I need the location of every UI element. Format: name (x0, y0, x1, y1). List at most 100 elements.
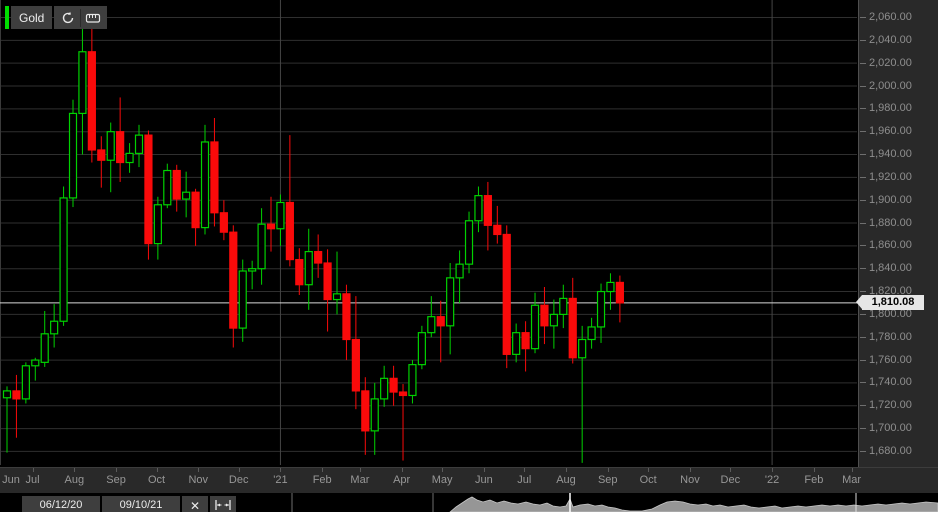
candle (370, 382, 379, 455)
candle (332, 251, 342, 315)
price-axis[interactable]: 2,060.00 2,040.00 2,020.00 2,000.00 1,980.00… (858, 0, 938, 467)
candle (549, 299, 558, 349)
range-end-input[interactable]: 09/10/21 (102, 496, 180, 512)
candle (248, 260, 257, 290)
candle (615, 275, 624, 323)
navigator-strip[interactable] (0, 493, 938, 512)
candle (87, 11, 96, 163)
navigator-area[interactable] (449, 496, 938, 512)
price-label: 1,880.00 (860, 216, 912, 229)
month-label: Aug (556, 474, 576, 486)
price-label: 1,960.00 (860, 125, 912, 138)
candle (276, 194, 285, 246)
price-label: 1,860.00 (860, 239, 912, 252)
candle (512, 323, 521, 363)
symbol-toolbar: Gold (5, 6, 108, 29)
month-label: May (431, 474, 453, 486)
candle (559, 284, 568, 329)
candle (606, 273, 615, 310)
candle (163, 163, 172, 209)
month-label: Apr (393, 474, 411, 486)
month-tick (32, 468, 34, 472)
close-range-button[interactable]: ✕ (182, 496, 208, 512)
candle (540, 286, 549, 345)
candle (172, 164, 181, 212)
candle (427, 296, 436, 338)
candles-layer (2, 11, 624, 463)
price-label: 1,760.00 (860, 353, 912, 366)
candle (134, 124, 144, 168)
month-tick (74, 468, 76, 472)
price-label: 2,000.00 (860, 79, 912, 92)
month-label: Jul (517, 474, 532, 486)
month-tick (689, 468, 691, 472)
toolbar-separator (80, 8, 82, 27)
candle (304, 228, 313, 310)
month-label: Sep (597, 474, 618, 486)
candle (200, 124, 210, 235)
candle (464, 211, 474, 274)
candle (446, 263, 455, 355)
candle (31, 357, 40, 381)
month-tick (442, 468, 444, 472)
month-label: Dec (228, 474, 249, 486)
month-tick (156, 468, 158, 472)
candle (361, 377, 370, 455)
candle (68, 99, 78, 208)
candle (408, 360, 417, 404)
month-tick (772, 468, 774, 472)
price-label: 1,820.00 (860, 285, 912, 298)
month-tick (483, 468, 485, 472)
candle (266, 196, 276, 252)
symbol-label[interactable]: Gold (11, 6, 53, 29)
month-tick (851, 468, 853, 472)
range-controls: 06/12/20 09/10/21 ✕ (22, 496, 238, 512)
candle (257, 208, 266, 285)
candle (144, 130, 153, 260)
month-tick (198, 468, 200, 472)
month-label: Nov (188, 474, 209, 486)
candle (97, 136, 106, 188)
fit-range-button[interactable] (210, 496, 236, 512)
refresh-icon[interactable] (58, 8, 78, 28)
month-label: Oct (639, 474, 657, 486)
measure-icon[interactable] (83, 8, 103, 28)
candle (219, 200, 228, 241)
month-label: Feb (804, 474, 824, 486)
candle (78, 15, 87, 155)
range-start-input[interactable]: 06/12/20 (22, 496, 100, 512)
time-axis[interactable]: Jun Jul Aug Sep Oct Nov Dec '21 Feb Mar Apr May Jun J… (0, 467, 938, 493)
price-label: 1,780.00 (860, 330, 912, 343)
month-label: Aug (64, 474, 85, 486)
month-tick (238, 468, 240, 472)
month-tick (401, 468, 403, 472)
price-label: 1,980.00 (860, 102, 912, 115)
candle (530, 292, 540, 354)
bottom-bar: 06/12/20 09/10/21 ✕ (0, 493, 938, 512)
candle (125, 143, 134, 173)
candle (417, 325, 426, 370)
fit-arrows-icon (215, 500, 231, 510)
candle (587, 317, 596, 349)
month-label: Dec (720, 474, 741, 486)
year-gridlines (279, 0, 773, 465)
month-label: Mar (350, 474, 370, 486)
month-tick (813, 468, 815, 472)
candle (342, 284, 351, 361)
candle (295, 248, 304, 295)
candle (474, 186, 483, 233)
candle (182, 171, 191, 218)
price-label: 1,680.00 (860, 444, 912, 457)
month-label: Mar (842, 474, 862, 486)
month-tick (648, 468, 650, 472)
month-tick (524, 468, 526, 472)
candle (59, 186, 68, 326)
price-label: 1,740.00 (860, 376, 912, 389)
month-tick (730, 468, 732, 472)
candle (596, 283, 606, 343)
candle (351, 296, 360, 410)
month-tick (359, 468, 361, 472)
price-label: 1,720.00 (860, 399, 912, 412)
